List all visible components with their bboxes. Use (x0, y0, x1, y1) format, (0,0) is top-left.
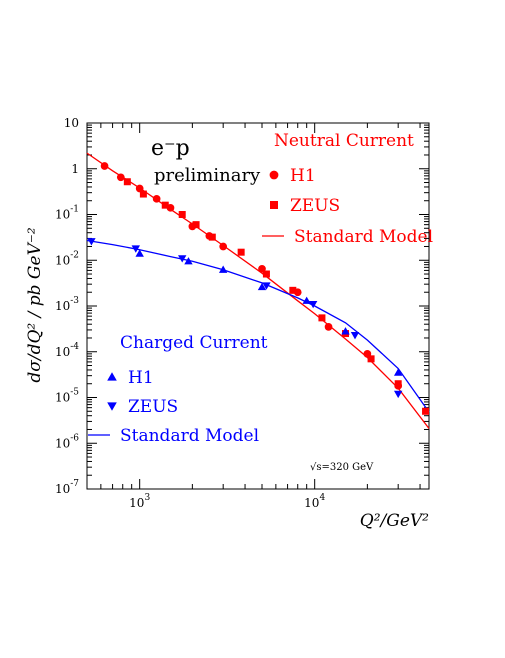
y-tick-label: 10 (64, 116, 79, 130)
data-point-square (422, 407, 430, 415)
y-tick-label: 10-2 (55, 250, 79, 267)
process-label: e⁻p (151, 136, 190, 161)
data-point-square (394, 380, 402, 388)
x-tick-label: 103 (129, 493, 150, 510)
y-tick-labels: 10 1 10-1 10-2 10-3 10-4 10-5 10-6 10-7 (55, 116, 79, 496)
status-label: preliminary (154, 165, 261, 186)
data-point-triangle-up (257, 282, 267, 291)
data-point-square (318, 314, 326, 322)
data-points (87, 162, 430, 415)
data-point-triangle-up (135, 249, 144, 257)
data-point-triangle-down (393, 390, 403, 399)
data-point-triangle-up (393, 368, 403, 376)
y-tick-label: 10-4 (55, 342, 79, 359)
data-point-triangle-up (302, 296, 311, 304)
data-point-triangle-down (350, 332, 360, 340)
y-tick-label: 10-6 (55, 433, 79, 450)
x-axis-ticks (86, 123, 421, 489)
data-point-triangle-down (308, 300, 318, 309)
y-axis-label: dσ/dQ² / pb GeV⁻² (25, 227, 45, 382)
legend-label: Standard Model (120, 426, 259, 446)
data-point-triangle-up (184, 257, 193, 265)
data-point-triangle-up (341, 327, 350, 335)
legend-title: Neutral Current (274, 131, 414, 151)
data-point-circle (219, 242, 228, 251)
legend-label: H1 (128, 368, 154, 388)
legend-marker-triangle-down (107, 402, 117, 411)
data-point-triangle-down (178, 255, 187, 263)
data-point-square (367, 355, 375, 363)
data-point-circle (100, 162, 109, 170)
energy-label: √s=320 GeV (310, 462, 374, 473)
data-point-square (161, 201, 169, 209)
data-point-square (123, 178, 131, 186)
x-tick-labels: 103 104 (129, 493, 325, 510)
data-point-circle (135, 184, 144, 193)
y-tick-label: 10-1 (55, 205, 79, 222)
legends: Neutral Current H1 ZEUS Standard Model Charg… (88, 131, 433, 446)
y-tick-label: 10-3 (55, 296, 79, 313)
legend-label: H1 (290, 166, 316, 186)
x-tick-label: 104 (304, 493, 325, 510)
legend-marker-square (270, 201, 278, 209)
data-point-circle (152, 194, 161, 203)
data-point-square (192, 221, 200, 229)
legend-label: ZEUS (290, 196, 340, 216)
data-point-triangle-down (131, 245, 140, 253)
legend-marker-circle (269, 170, 279, 180)
y-axis-ticks (87, 122, 429, 490)
data-point-circle (116, 173, 125, 182)
legend-label: Standard Model (294, 227, 433, 247)
data-point-square (289, 286, 297, 294)
data-point-square (262, 270, 270, 278)
data-point-triangle-down (262, 282, 271, 290)
legend-marker-triangle-up (107, 372, 117, 381)
legend-title: Charged Current (120, 333, 268, 353)
data-point-triangle-up (218, 265, 228, 273)
x-axis-label: Q²/GeV² (360, 511, 429, 531)
y-tick-label: 1 (71, 162, 79, 176)
data-point-triangle-down (87, 238, 96, 246)
data-point-square (208, 233, 216, 241)
legend-label: ZEUS (128, 397, 178, 417)
data-point-square (237, 248, 245, 256)
y-tick-label: 10-5 (55, 388, 79, 405)
data-point-square (139, 190, 147, 198)
y-tick-label: 10-7 (55, 479, 79, 496)
data-point-circle (324, 323, 333, 331)
data-point-square (178, 211, 186, 218)
